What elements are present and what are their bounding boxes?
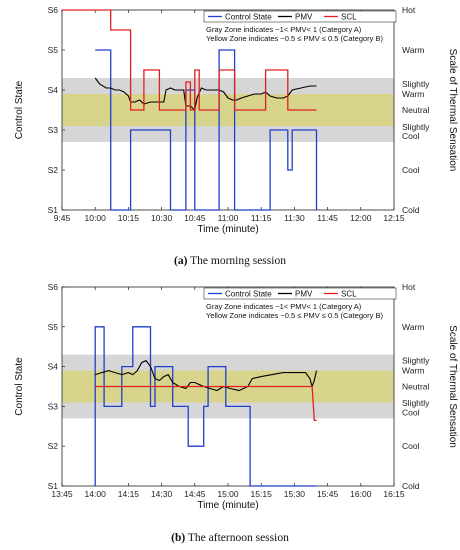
series-line-control-state (94, 326, 317, 487)
chart-0: 9:45 10:00 10:15 10:30 10:45 11:00 11:15 11:30 1… (14, 5, 458, 267)
series-line-scl (95, 385, 317, 421)
legend-label-control-state: Control State (225, 289, 272, 298)
x-tick-label: 15:15 (251, 489, 273, 499)
caption-label: (a) (174, 255, 188, 267)
y-axis-title-right: Scale of Thermal Sensation (447, 325, 458, 448)
right-tick-label: Warm (402, 322, 424, 332)
right-tick-label: Neutral (402, 382, 430, 392)
y-tick-label: S2 (48, 165, 59, 175)
y-tick-label: S3 (48, 401, 59, 411)
legend-label-pmv: PMV (295, 12, 313, 21)
y-tick-label: S3 (48, 125, 59, 135)
right-tick-label: Cool (402, 441, 420, 451)
series-line-scl (62, 9, 317, 111)
yellow-zone (62, 94, 394, 126)
x-tick-label: 10:30 (151, 213, 173, 223)
legend-label-scl: SCL (341, 12, 357, 21)
x-tick-label: 10:15 (118, 213, 140, 223)
caption-text: The afternoon session (185, 532, 289, 544)
zone-note: Gray Zone indicates −1< PMV< 1 (Category… (206, 302, 362, 311)
y-tick-label: S1 (48, 205, 59, 215)
y-tick-label: S1 (48, 481, 59, 491)
y-axis-title-left: Control State (14, 80, 25, 139)
y-tick-label: S4 (48, 85, 59, 95)
right-tick-label: Slightly (402, 122, 430, 132)
x-tick-label: 16:00 (350, 489, 372, 499)
right-tick-label: Neutral (402, 105, 430, 115)
zone-note: Yellow Zone indicates −0.5 ≤ PMV ≤ 0.5 (… (206, 34, 384, 43)
caption-text: The morning session (187, 255, 286, 267)
x-axis-title: Time (minute) (197, 500, 258, 511)
figure-caption: (a) The morning session (174, 255, 286, 267)
x-tick-label: 14:15 (118, 489, 140, 499)
right-tick-label: Slightly (402, 79, 430, 89)
legend-box (203, 287, 397, 300)
x-tick-label: 14:00 (85, 489, 107, 499)
y-tick-label: S5 (48, 322, 59, 332)
y-axis-title-right: Scale of Thermal Sensation (447, 49, 458, 172)
x-tick-label: 11:00 (218, 213, 239, 223)
right-tick-label: Cool (402, 131, 420, 141)
y-tick-label: S5 (48, 45, 59, 55)
x-tick-label: 12:15 (383, 213, 405, 223)
right-tick-label: Cold (402, 205, 420, 215)
zone-note: Yellow Zone indicates −0.5 ≤ PMV ≤ 0.5 (… (206, 311, 384, 320)
legend-label-control-state: Control State (225, 12, 272, 21)
right-tick-label: Cool (402, 407, 420, 417)
x-tick-label: 14:45 (184, 489, 206, 499)
x-tick-label: 10:00 (85, 213, 107, 223)
series-line-pmv (94, 77, 317, 112)
x-tick-label: 9:45 (54, 213, 71, 223)
caption-label: (b) (171, 532, 185, 544)
right-tick-label: Cold (402, 481, 420, 491)
right-tick-label: Hot (402, 5, 416, 15)
legend-label-pmv: PMV (295, 289, 313, 298)
right-tick-label: Hot (402, 282, 416, 292)
x-tick-label: 15:30 (284, 489, 306, 499)
right-tick-label: Cool (402, 165, 420, 175)
y-tick-label: S6 (48, 5, 59, 15)
x-tick-label: 10:45 (184, 213, 206, 223)
right-tick-label: Slightly (402, 398, 430, 408)
y-tick-label: S6 (48, 282, 59, 292)
right-tick-label: Slightly (402, 356, 430, 366)
figure-caption: (b) The afternoon session (171, 532, 289, 544)
series-line-control-state (95, 49, 318, 211)
legend-box (203, 10, 397, 23)
x-axis-title: Time (minute) (197, 224, 258, 235)
right-tick-label: Warm (402, 89, 424, 99)
right-tick-label: Warm (402, 366, 424, 376)
x-tick-label: 12:00 (350, 213, 372, 223)
series-line-pmv (95, 359, 318, 392)
chart-1: 13:45 14:00 14:15 14:30 14:45 15:00 15:15 15:30… (14, 282, 458, 544)
legend-label-scl: SCL (341, 289, 357, 298)
x-tick-label: 15:00 (217, 489, 239, 499)
right-tick-label: Warm (402, 45, 424, 55)
x-tick-label: 14:30 (151, 489, 173, 499)
x-tick-label: 16:15 (383, 489, 405, 499)
zone-note: Gray Zone indicates −1< PMV< 1 (Category… (206, 25, 362, 34)
x-tick-label: 11:45 (317, 213, 338, 223)
y-axis-title-left: Control State (14, 357, 25, 416)
y-tick-label: S4 (48, 362, 59, 372)
x-tick-label: 11:30 (284, 213, 305, 223)
x-tick-label: 11:15 (251, 213, 272, 223)
x-tick-label: 13:45 (51, 489, 73, 499)
x-tick-label: 15:45 (317, 489, 339, 499)
y-tick-label: S2 (48, 441, 59, 451)
